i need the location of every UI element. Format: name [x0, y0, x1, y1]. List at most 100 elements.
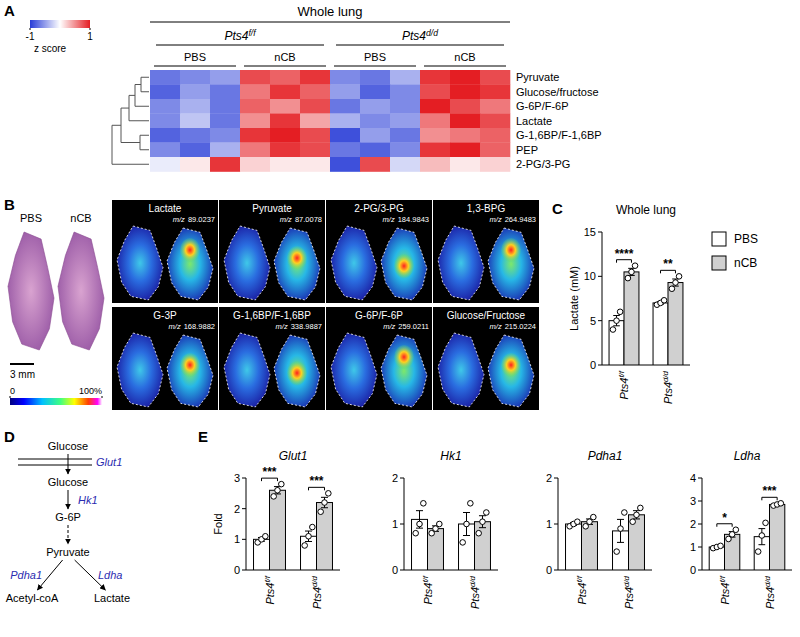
heatmap-cell	[480, 114, 510, 129]
chart-title: Ldha	[734, 449, 761, 463]
ion-name: G-1,6BP/F-1,6BP	[233, 310, 311, 321]
heatmap-cell	[300, 99, 330, 114]
heatmap-cell	[300, 143, 330, 158]
heatmap-cell	[300, 157, 330, 172]
heatmap-cell	[240, 99, 270, 114]
data-point	[634, 512, 640, 518]
panel-label: C	[552, 200, 563, 217]
colorbar-tick-label: 0	[10, 386, 15, 396]
y-tick	[242, 570, 246, 571]
bar	[629, 515, 645, 570]
mz-value: 259.0211	[398, 322, 429, 331]
y-axis-label: Fold	[212, 513, 224, 534]
ion-hotspot	[501, 353, 521, 377]
mz-label: m/z259.0211	[383, 322, 429, 331]
y-tick	[598, 365, 602, 366]
plot-area	[609, 263, 683, 365]
heatmap-cell	[330, 85, 360, 100]
condition-label: PBS	[20, 212, 42, 224]
dendrogram	[112, 125, 149, 164]
treatment-label: nCB	[454, 51, 475, 63]
error-bar	[416, 511, 423, 528]
genotype-label: Pts4d/d	[402, 28, 439, 43]
ion-map	[488, 335, 534, 407]
heatmap-cell	[210, 128, 240, 143]
tissue-outline	[224, 226, 270, 300]
ion-name: Glucose/Fructose	[447, 310, 526, 321]
bar	[317, 503, 333, 570]
heatmap-cell	[480, 99, 510, 114]
heatmap-cell	[390, 70, 420, 85]
bar	[624, 272, 639, 365]
heatmap-cell	[270, 128, 300, 143]
heatmap-cell	[300, 114, 330, 129]
heatmap-cell	[270, 70, 300, 85]
bar	[609, 321, 624, 365]
he-section	[58, 232, 104, 350]
allele: f/f	[263, 575, 272, 582]
genotype-label: Pts4d/d	[661, 370, 674, 404]
error-bar	[463, 513, 470, 536]
edge	[68, 525, 69, 544]
treatment-label: PBS	[184, 51, 206, 63]
y-tick-label: 3	[690, 495, 696, 507]
heatmap-cell	[450, 128, 480, 143]
gene: Pts4	[311, 587, 323, 609]
ion-name: 2-PG/3-PG	[354, 203, 404, 214]
ion-map	[438, 226, 484, 300]
gene: Pts4	[422, 583, 434, 605]
error-bar	[321, 497, 328, 507]
ion-hotspot	[180, 353, 200, 377]
y-tick-label: 2	[234, 503, 240, 515]
data-point	[755, 549, 761, 555]
y-tick	[598, 320, 602, 321]
heatmap-cell	[450, 157, 480, 172]
allele: f/f	[718, 575, 727, 582]
ion-panel	[112, 200, 218, 303]
heatmap-cell	[360, 157, 390, 172]
treatment-label: nCB	[274, 51, 295, 63]
heatmap-cell	[360, 114, 390, 129]
tissue-outline	[438, 226, 484, 300]
data-point	[480, 519, 486, 525]
heatmap-cell	[330, 128, 360, 143]
heatmap-cell	[270, 114, 300, 129]
ion-name: G-6P/F-6P	[355, 310, 403, 321]
data-point	[676, 274, 682, 280]
row-label: Pyruvate	[516, 71, 559, 83]
allele: d/d	[661, 370, 670, 382]
chart-title: Glut1	[279, 449, 308, 463]
plot-area	[412, 501, 491, 571]
bar	[582, 522, 598, 570]
row-label: PEP	[516, 144, 538, 156]
dendrogram	[135, 85, 149, 107]
heatmap-cell	[240, 70, 270, 85]
heatmap-cell	[210, 70, 240, 85]
allele: d/d	[310, 575, 319, 587]
y-tick-label: 0	[392, 564, 398, 576]
data-point	[669, 286, 675, 292]
gene: Pts4	[662, 382, 674, 404]
tissue-outline	[117, 226, 163, 300]
group-rule	[156, 45, 324, 46]
colorbar-label: z score	[34, 43, 67, 54]
heatmap-cell	[300, 128, 330, 143]
allele: d/d	[622, 575, 631, 587]
ion-hotspot	[180, 238, 200, 262]
y-axis	[246, 478, 247, 570]
mz-value: 264.9483	[505, 215, 536, 224]
gene: Pts4	[576, 583, 588, 605]
heatmap-cell	[480, 128, 510, 143]
node-label: Pyruvate	[46, 546, 89, 558]
colorbar-tick-label: -1	[26, 31, 35, 42]
allele: d/d	[426, 28, 439, 38]
scale-bar-label: 3 mm	[10, 369, 35, 380]
tissue-outline	[331, 226, 377, 300]
treatment-rule	[244, 66, 326, 67]
y-tick	[554, 570, 558, 571]
colorbar-tick	[102, 396, 103, 398]
ion-panel	[433, 307, 539, 410]
genotype-label: Pts4f/f	[263, 575, 276, 604]
ion-map	[488, 228, 534, 300]
data-point	[763, 520, 769, 526]
